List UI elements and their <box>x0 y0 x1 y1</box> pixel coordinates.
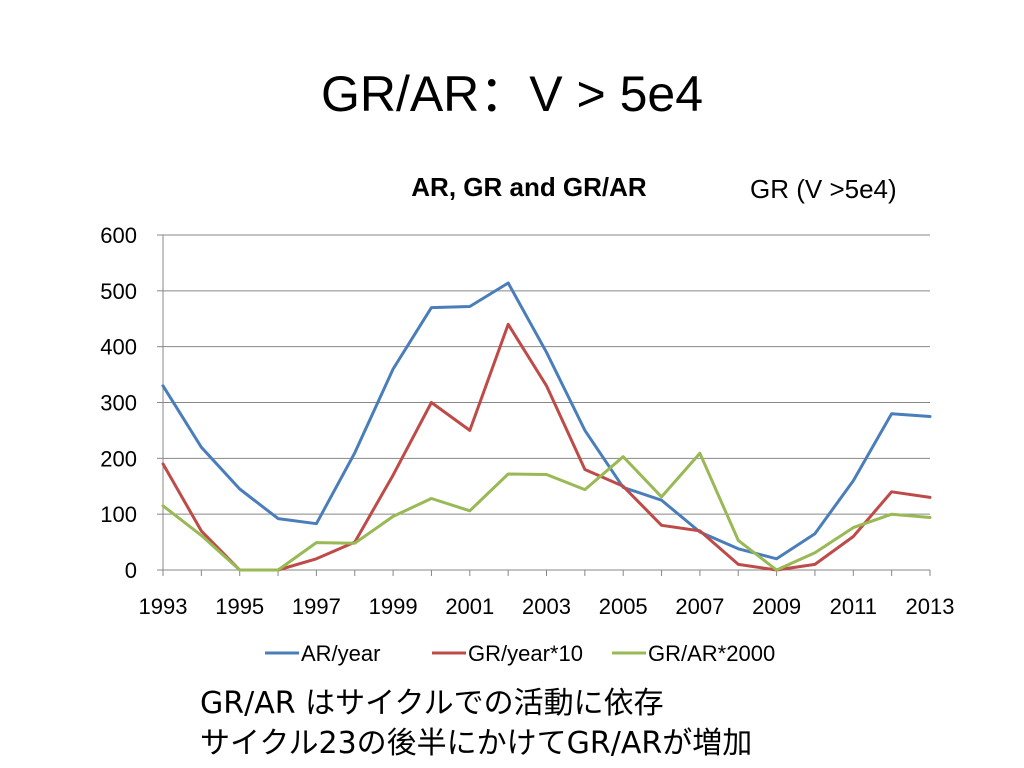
gridlines <box>163 234 930 515</box>
y-tick-label: 200 <box>100 446 137 471</box>
x-tick-label: 2011 <box>830 594 877 619</box>
y-tick-label: 300 <box>100 391 137 416</box>
legend: AR/year GR/year*10 GR/AR*2000 <box>265 641 775 666</box>
x-tick-label: 1993 <box>139 594 188 619</box>
y-tick-label: 0 <box>125 558 137 583</box>
axes <box>157 234 931 576</box>
legend-label: GR/year*10 <box>468 641 583 666</box>
series-line-2 <box>161 322 932 572</box>
series-line-1 <box>161 281 932 561</box>
x-tick-label: 2003 <box>522 594 571 619</box>
y-tick-label: 400 <box>100 335 137 360</box>
y-tick-label: 100 <box>100 502 137 527</box>
x-tick-label: 1997 <box>292 594 341 619</box>
note-line-2: サイクル23の後半にかけてGR/ARが増加 <box>200 726 753 761</box>
x-tick-label: 2013 <box>906 594 955 619</box>
legend-label: AR/year <box>301 641 380 666</box>
x-tick-labels: 1993 1995 1997 1999 2001 2003 2005 2007 2009 2011… <box>139 594 955 619</box>
note-line-1: GR/AR はサイクルでの活動に依存 <box>200 686 664 721</box>
chart-title: AR, GR and GR/AR <box>411 172 647 202</box>
line-chart: AR, GR and GR/AR 0 100 200 300 400 500 600 199… <box>100 172 955 666</box>
gr-threshold-label: GR (V >5e4) <box>750 174 897 204</box>
series-lines <box>161 281 932 572</box>
x-tick-label: 1999 <box>369 594 418 619</box>
legend-label: GR/AR*2000 <box>648 641 775 666</box>
y-tick-label: 600 <box>100 223 137 248</box>
slide-title: GR/AR：V > 5e4 <box>320 66 704 122</box>
x-tick-label: 2009 <box>752 594 801 619</box>
x-tick-label: 2005 <box>599 594 648 619</box>
y-tick-labels: 0 100 200 300 400 500 600 <box>100 223 137 583</box>
x-tick-label: 2001 <box>445 594 494 619</box>
x-tick-label: 1995 <box>215 594 264 619</box>
y-tick-label: 500 <box>100 279 137 304</box>
x-tick-label: 2007 <box>675 594 724 619</box>
series-line-3 <box>161 451 932 572</box>
slide-notes: GR/AR はサイクルでの活動に依存 サイクル23の後半にかけてGR/ARが増加 <box>200 684 752 764</box>
